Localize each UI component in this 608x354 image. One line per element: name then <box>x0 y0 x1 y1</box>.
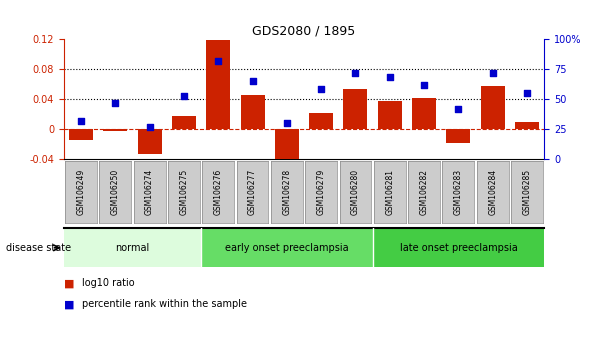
Text: GSM106278: GSM106278 <box>282 169 291 215</box>
Text: ■: ■ <box>64 299 78 309</box>
Text: GSM106249: GSM106249 <box>77 169 86 215</box>
Text: early onset preeclampsia: early onset preeclampsia <box>225 243 348 253</box>
Text: late onset preeclampsia: late onset preeclampsia <box>399 243 517 253</box>
Bar <box>309 113 333 129</box>
Point <box>247 78 257 84</box>
Bar <box>446 129 471 143</box>
Point <box>76 118 86 124</box>
Text: GSM106280: GSM106280 <box>351 169 360 215</box>
Text: GSM106284: GSM106284 <box>488 169 497 215</box>
Point <box>316 87 326 92</box>
Bar <box>275 129 299 171</box>
Point <box>282 120 292 126</box>
Point <box>488 70 497 75</box>
Text: GSM106275: GSM106275 <box>179 169 188 215</box>
Bar <box>69 129 93 141</box>
Bar <box>206 40 230 129</box>
Text: GSM106276: GSM106276 <box>214 169 223 215</box>
Bar <box>412 98 436 129</box>
Point <box>179 93 188 98</box>
Point <box>145 124 154 130</box>
Text: ■: ■ <box>64 278 78 288</box>
Bar <box>64 228 201 267</box>
Text: GSM106282: GSM106282 <box>420 169 429 215</box>
Bar <box>137 129 162 154</box>
Text: GSM106285: GSM106285 <box>522 169 531 215</box>
Bar <box>344 88 367 129</box>
Text: disease state: disease state <box>6 243 71 253</box>
Point <box>111 100 120 105</box>
Bar <box>515 122 539 129</box>
Text: GSM106274: GSM106274 <box>145 169 154 215</box>
Bar <box>172 116 196 129</box>
Text: GSM106283: GSM106283 <box>454 169 463 215</box>
Text: normal: normal <box>116 243 150 253</box>
Point <box>454 106 463 112</box>
Point <box>419 82 429 87</box>
Text: log10 ratio: log10 ratio <box>82 278 135 288</box>
Bar <box>373 228 544 267</box>
Point <box>385 75 395 80</box>
Text: percentile rank within the sample: percentile rank within the sample <box>82 299 247 309</box>
Bar <box>481 86 505 129</box>
Point <box>351 70 361 75</box>
Title: GDS2080 / 1895: GDS2080 / 1895 <box>252 25 356 38</box>
Text: GSM106277: GSM106277 <box>248 169 257 215</box>
Text: GSM106250: GSM106250 <box>111 169 120 215</box>
Bar <box>241 95 264 129</box>
Bar <box>378 101 402 129</box>
Point <box>213 58 223 63</box>
Text: GSM106281: GSM106281 <box>385 169 394 215</box>
Bar <box>103 129 127 131</box>
Point <box>522 90 532 96</box>
Bar <box>201 228 373 267</box>
Text: GSM106279: GSM106279 <box>317 169 326 215</box>
